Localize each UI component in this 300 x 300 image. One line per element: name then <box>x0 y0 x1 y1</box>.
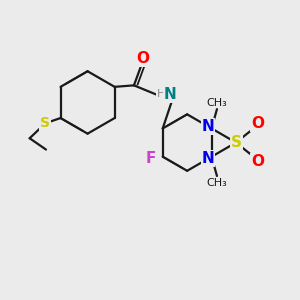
Text: O: O <box>136 51 149 66</box>
Text: O: O <box>251 154 264 169</box>
Text: N: N <box>164 87 177 102</box>
Text: N: N <box>202 119 214 134</box>
Text: S: S <box>231 135 242 150</box>
Text: S: S <box>40 116 50 130</box>
Text: H: H <box>157 89 165 99</box>
Text: O: O <box>251 116 264 131</box>
Text: CH₃: CH₃ <box>207 98 227 108</box>
Text: N: N <box>202 151 214 166</box>
Text: CH₃: CH₃ <box>207 178 227 188</box>
Text: F: F <box>146 151 156 166</box>
